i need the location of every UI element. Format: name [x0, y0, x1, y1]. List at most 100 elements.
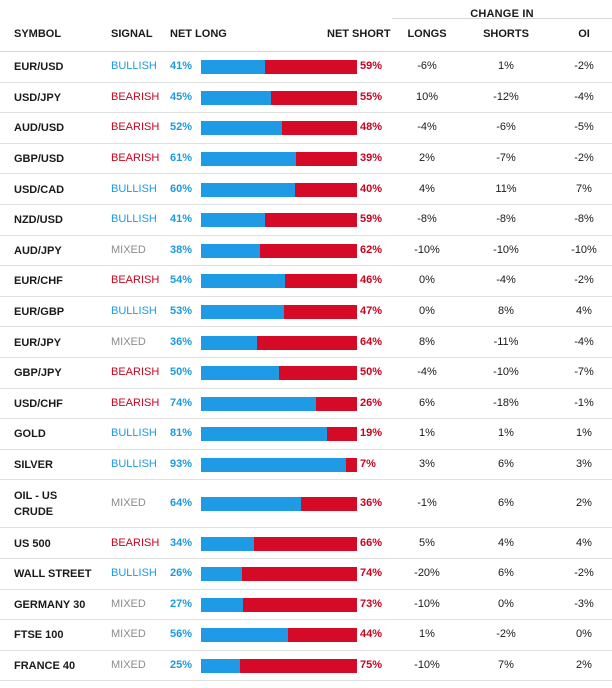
- symbol-cell[interactable]: EUR/JPY: [14, 336, 62, 349]
- change-shorts-cell: 11%: [495, 182, 517, 195]
- change-oi-cell: -2%: [574, 567, 594, 580]
- symbol-cell[interactable]: WALL STREET: [14, 568, 92, 581]
- column-header-signal[interactable]: SIGNAL: [111, 28, 153, 40]
- symbol-cell[interactable]: OIL - US CRUDE: [14, 488, 57, 520]
- symbol-line-2: CRUDE: [14, 506, 54, 519]
- symbol-cell[interactable]: USD/CHF: [14, 397, 63, 410]
- symbol-cell[interactable]: USD/JPY: [14, 91, 62, 104]
- table-row[interactable]: GOLD BULLISH 81% 19% 1% 1% 1%: [0, 419, 612, 450]
- net-short-value: 64%: [360, 335, 383, 348]
- net-short-value: 74%: [360, 567, 383, 580]
- table-row[interactable]: GBP/USD BEARISH 61% 39% 2% -7% -2%: [0, 144, 612, 175]
- table-row[interactable]: USD/CAD BULLISH 60% 40% 4% 11% 7%: [0, 174, 612, 205]
- symbol-cell[interactable]: GBP/JPY: [14, 367, 62, 380]
- net-short-value: 44%: [360, 628, 383, 641]
- symbol-cell[interactable]: AUD/USD: [14, 122, 65, 135]
- signal-cell: MIXED: [111, 628, 146, 641]
- change-longs-cell: 0%: [419, 305, 435, 318]
- column-header-longs[interactable]: LONGS: [407, 28, 447, 40]
- symbol-cell[interactable]: NZD/USD: [14, 214, 63, 227]
- symbol-cell[interactable]: AUD/JPY: [14, 244, 62, 257]
- net-long-value: 64%: [170, 497, 193, 510]
- table-row[interactable]: EUR/JPY MIXED 36% 64% 8% -11% -4%: [0, 327, 612, 358]
- change-shorts-cell: -4%: [496, 274, 516, 287]
- net-long-value: 25%: [170, 658, 193, 671]
- table-row[interactable]: EUR/GBP BULLISH 53% 47% 0% 8% 4%: [0, 297, 612, 328]
- symbol-cell[interactable]: EUR/USD: [14, 61, 64, 74]
- sentiment-bar: [201, 121, 357, 136]
- table-row[interactable]: NZD/USD BULLISH 41% 59% -8% -8% -8%: [0, 205, 612, 236]
- net-short-value: 75%: [360, 658, 383, 671]
- change-in-group-label: CHANGE IN: [470, 8, 534, 20]
- table-row[interactable]: GBP/JPY BEARISH 50% 50% -4% -10% -7%: [0, 358, 612, 389]
- table-row[interactable]: EUR/CHF BEARISH 54% 46% 0% -4% -2%: [0, 266, 612, 297]
- net-long-bar-fill: [201, 152, 297, 167]
- symbol-cell[interactable]: GOLD: [14, 428, 46, 441]
- change-shorts-cell: 1%: [498, 60, 514, 73]
- symbol-cell[interactable]: GERMANY 30: [14, 598, 86, 611]
- sentiment-bar: [201, 658, 357, 673]
- net-long-bar-fill: [201, 182, 295, 197]
- column-header-net-long[interactable]: NET LONG: [170, 28, 227, 40]
- net-long-value: 81%: [170, 427, 193, 440]
- symbol-cell[interactable]: GBP/USD: [14, 153, 65, 166]
- change-oi-cell: -3%: [574, 597, 594, 610]
- table-row[interactable]: OIL - US CRUDE MIXED 64% 36% -1% 6% 2%: [0, 480, 612, 529]
- symbol-cell[interactable]: USD/CAD: [14, 183, 65, 196]
- table-row[interactable]: FRANCE 40 MIXED 25% 75% -10% 7% 2%: [0, 651, 612, 682]
- symbol-cell[interactable]: FTSE 100: [14, 629, 64, 642]
- table-body: EUR/USD BULLISH 41% 59% -6% 1% -2% USD/JPY BEARI…: [0, 52, 612, 682]
- net-long-bar-fill: [201, 497, 301, 512]
- symbol-cell[interactable]: FRANCE 40: [14, 659, 76, 672]
- net-long-value: 34%: [170, 536, 193, 549]
- table-row[interactable]: USD/CHF BEARISH 74% 26% 6% -18% -1%: [0, 389, 612, 420]
- net-long-value: 93%: [170, 458, 193, 471]
- change-longs-cell: 4%: [419, 182, 435, 195]
- symbol-cell[interactable]: US 500: [14, 537, 51, 550]
- table-row[interactable]: EUR/USD BULLISH 41% 59% -6% 1% -2%: [0, 52, 612, 83]
- net-long-bar-fill: [201, 536, 255, 551]
- table-row[interactable]: GERMANY 30 MIXED 27% 73% -10% 0% -3%: [0, 590, 612, 621]
- sentiment-bar: [201, 335, 357, 350]
- net-long-bar-fill: [201, 243, 261, 258]
- table-row[interactable]: WALL STREET BULLISH 26% 74% -20% 6% -2%: [0, 559, 612, 590]
- column-header-net-short[interactable]: NET SHORT: [327, 28, 391, 40]
- net-long-value: 38%: [170, 243, 193, 256]
- sentiment-bar: [201, 497, 357, 512]
- sentiment-bar: [201, 152, 357, 167]
- signal-cell: BULLISH: [111, 458, 157, 471]
- net-long-bar-fill: [201, 567, 242, 582]
- signal-cell: BEARISH: [111, 396, 160, 409]
- sentiment-bar: [201, 182, 357, 197]
- symbol-cell[interactable]: EUR/CHF: [14, 275, 63, 288]
- change-longs-cell: -1%: [417, 497, 437, 510]
- change-oi-cell: -5%: [574, 121, 594, 134]
- net-short-value: 39%: [360, 152, 383, 165]
- net-long-bar-fill: [201, 305, 284, 320]
- column-header-oi[interactable]: OI: [578, 28, 590, 40]
- net-long-bar-fill: [201, 427, 328, 442]
- net-long-bar-fill: [201, 658, 240, 673]
- table-row[interactable]: US 500 BEARISH 34% 66% 5% 4% 4%: [0, 528, 612, 559]
- symbol-cell[interactable]: SILVER: [14, 459, 53, 472]
- change-shorts-cell: -6%: [496, 121, 516, 134]
- net-short-value: 7%: [360, 458, 376, 471]
- signal-cell: BEARISH: [111, 366, 160, 379]
- change-shorts-cell: 1%: [498, 427, 514, 440]
- table-row[interactable]: SILVER BULLISH 93% 7% 3% 6% 3%: [0, 450, 612, 481]
- net-long-value: 41%: [170, 60, 193, 73]
- net-short-value: 19%: [360, 427, 383, 440]
- table-row[interactable]: USD/JPY BEARISH 45% 55% 10% -12% -4%: [0, 83, 612, 114]
- symbol-cell[interactable]: EUR/GBP: [14, 306, 65, 319]
- change-oi-cell: -10%: [571, 243, 597, 256]
- column-header-shorts[interactable]: SHORTS: [483, 28, 529, 40]
- net-long-bar-fill: [201, 396, 317, 411]
- group-divider: [392, 18, 612, 19]
- column-header-symbol[interactable]: SYMBOL: [14, 28, 62, 40]
- table-row[interactable]: AUD/USD BEARISH 52% 48% -4% -6% -5%: [0, 113, 612, 144]
- table-row[interactable]: AUD/JPY MIXED 38% 62% -10% -10% -10%: [0, 236, 612, 267]
- change-oi-cell: -1%: [574, 396, 594, 409]
- net-short-value: 62%: [360, 243, 383, 256]
- signal-cell: BEARISH: [111, 274, 160, 287]
- table-row[interactable]: FTSE 100 MIXED 56% 44% 1% -2% 0%: [0, 620, 612, 651]
